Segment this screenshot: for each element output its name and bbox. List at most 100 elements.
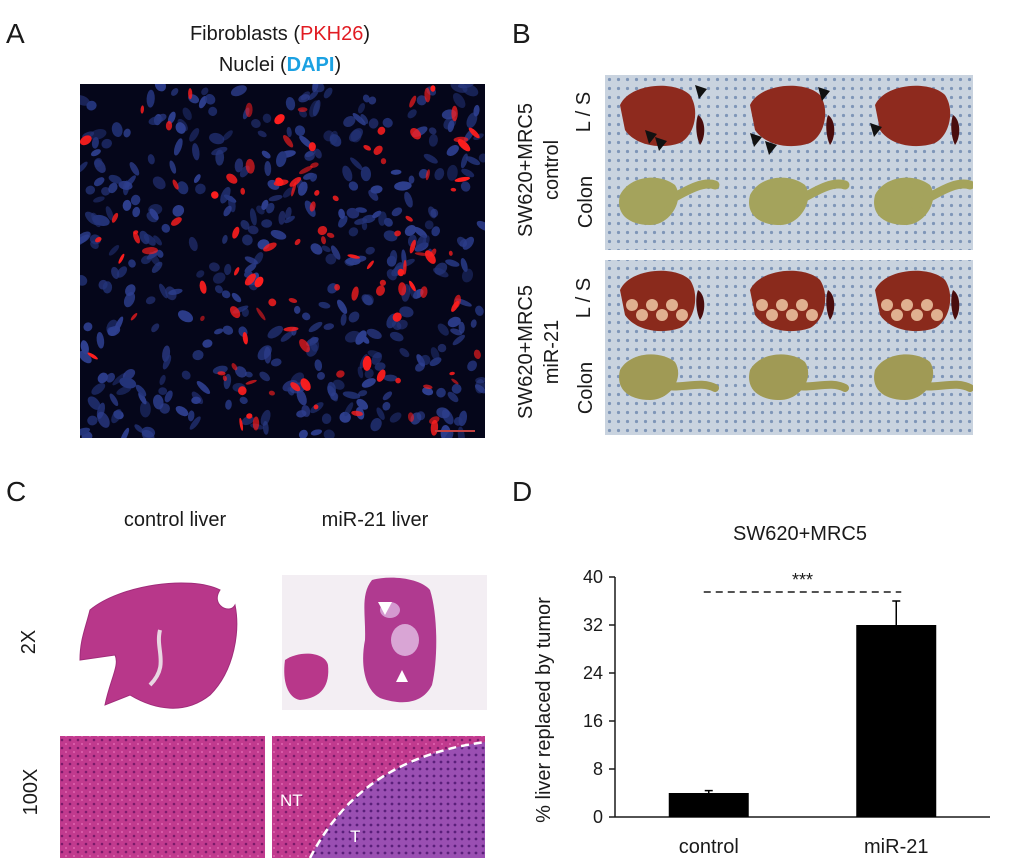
nucleus — [93, 196, 105, 203]
nucleus — [382, 391, 393, 401]
fibroblast — [309, 201, 316, 212]
nucleus — [407, 109, 417, 119]
nucleus — [129, 161, 140, 176]
metastatic-nodule — [806, 309, 818, 321]
fibroblast — [200, 315, 205, 322]
metastatic-nodule — [931, 309, 943, 321]
nucleus — [415, 362, 425, 372]
label-nt: NT — [280, 791, 303, 810]
caption-text: Nuclei ( — [218, 54, 287, 76]
nucleus — [261, 219, 273, 228]
fibroblast — [363, 144, 372, 151]
nucleus — [154, 84, 166, 92]
fibroblast — [300, 378, 311, 391]
fibroblast — [317, 225, 328, 236]
nucleus — [431, 226, 441, 237]
nucleus — [262, 113, 272, 123]
nucleus — [85, 185, 96, 195]
nucleus — [189, 128, 200, 142]
nucleus — [478, 153, 485, 163]
nucleus — [159, 283, 168, 299]
metastatic-nodule — [786, 309, 798, 321]
fibroblast — [425, 169, 430, 181]
nucleus — [116, 266, 128, 278]
nucleus — [456, 236, 468, 247]
nucleus — [473, 104, 480, 117]
nucleus — [162, 354, 172, 370]
arrowhead-icon — [396, 670, 408, 682]
nucleus — [368, 118, 379, 129]
fibroblast — [424, 250, 436, 264]
nucleus — [361, 221, 368, 231]
bar-control — [668, 793, 749, 817]
col-control-liver: control liver — [123, 509, 227, 531]
nucleus — [251, 119, 261, 128]
nucleus — [138, 392, 147, 405]
nucleus — [475, 305, 484, 316]
nucleus — [109, 393, 119, 407]
nucleus — [187, 410, 195, 422]
nucleus — [146, 89, 155, 108]
fibroblast — [392, 312, 402, 322]
nucleus — [202, 339, 213, 348]
arrowhead-icon — [695, 85, 707, 99]
y-tick-label: 32 — [583, 615, 603, 635]
nucleus — [189, 416, 201, 430]
nucleus — [462, 84, 479, 97]
nucleus — [244, 371, 253, 378]
fibroblast — [274, 114, 285, 125]
nucleus — [358, 390, 368, 397]
fibroblast — [405, 215, 413, 222]
group2-line1: SW620+MRC5 — [515, 285, 537, 419]
fibroblast — [450, 187, 457, 192]
fibroblast — [451, 105, 458, 122]
nucleus — [428, 206, 437, 219]
nucleus — [343, 116, 356, 127]
fibroblast — [268, 298, 277, 307]
fibroblast — [171, 217, 182, 226]
nucleus — [132, 206, 141, 218]
nucleus — [145, 296, 156, 305]
nucleus — [314, 359, 323, 372]
nucleus — [182, 107, 192, 121]
metastatic-nodule — [911, 309, 923, 321]
nucleus — [399, 306, 414, 318]
nucleus — [135, 384, 147, 397]
caption-text: ) — [363, 23, 371, 45]
colon-tail — [785, 179, 850, 210]
fibroblast — [87, 352, 98, 360]
nucleus — [196, 270, 205, 278]
nucleus — [112, 373, 126, 386]
nucleus — [80, 350, 92, 364]
nucleus — [365, 246, 375, 255]
nucleus — [108, 174, 122, 184]
nucleus — [458, 321, 465, 334]
fibroblast — [297, 107, 308, 113]
nucleus — [161, 223, 171, 233]
nucleus — [80, 275, 88, 286]
nucleus — [102, 281, 113, 294]
nucleus — [106, 372, 116, 383]
nucleus — [220, 186, 231, 204]
row-100x: 100X — [20, 768, 42, 816]
fibroblast — [199, 280, 207, 294]
fluorescence-micrograph — [80, 84, 485, 438]
significance-stars: *** — [792, 570, 813, 590]
nucleus — [80, 95, 90, 106]
nucleus — [96, 332, 105, 349]
nucleus — [223, 205, 232, 217]
nucleus — [80, 231, 91, 244]
arrowhead-icon — [818, 87, 830, 101]
nucleus — [247, 225, 259, 235]
nucleus — [93, 177, 105, 187]
nucleus — [302, 312, 311, 321]
nucleus — [240, 220, 250, 230]
caption-text: ) — [334, 54, 342, 76]
nucleus — [460, 258, 468, 272]
nucleus — [97, 372, 108, 384]
nucleus — [296, 389, 307, 406]
fibroblast — [252, 416, 260, 431]
nucleus — [239, 396, 248, 405]
nucleus — [90, 149, 101, 157]
nucleus — [446, 144, 459, 157]
